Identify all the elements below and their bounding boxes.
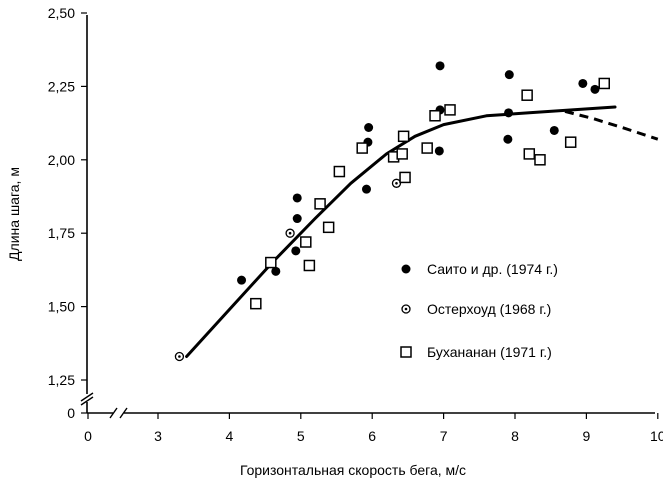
legend-item: Бухананан (1971 г.) [400,344,552,360]
x-axis-label: Горизонтальная скорость бега, м/с [240,462,466,478]
data-point [271,266,281,276]
x-tick-label: 8 [511,428,519,444]
data-point [396,148,408,160]
trend-line [185,105,659,358]
data-point [237,275,247,285]
legend-marker [401,264,411,274]
y-tick-label: 2,50 [48,5,75,21]
trend-line-solid [185,105,617,358]
data-point [534,154,546,166]
data-point [598,77,610,90]
data-point [391,178,402,188]
data-point [333,165,346,178]
data-point [314,198,326,210]
x-tick-label: 7 [440,428,448,444]
legend-label: Саито и др. (1974 г.) [427,261,558,277]
data-point [265,256,277,269]
data-point [174,351,185,362]
data-point [364,123,374,133]
data-points [174,61,610,362]
y-tick-label: 1,25 [48,372,75,388]
data-point [549,125,559,135]
data-point [250,297,262,310]
data-point [435,61,445,71]
series-2 [174,178,402,362]
data-point [504,70,514,80]
data-point [523,148,536,160]
data-point [292,214,302,224]
axes [80,15,655,419]
data-point [564,136,577,148]
data-point [285,228,295,238]
y-axis-break [80,392,94,402]
x-tick-label: 0 [84,428,92,444]
series-3 [250,77,610,310]
x-tick-label: 4 [226,428,234,444]
series-1 [237,61,600,285]
data-point [303,259,316,272]
y-axis-label: Длина шага, м [6,167,22,261]
data-point [503,134,513,144]
data-point [356,142,368,154]
data-point [291,246,301,256]
x-tick-label: 9 [583,428,591,444]
legend-label: Бухананан (1971 г.) [427,344,552,360]
data-point [361,184,371,194]
y-axis-break [80,396,94,406]
y-tick-label: 1,75 [48,225,75,241]
data-point [397,130,410,143]
y-tick-label: 2,25 [48,78,75,94]
data-point [322,221,335,234]
legend-item: Остерхоуд (1968 г.) [401,301,551,317]
marker-dot [288,231,292,235]
x-axis-break [109,407,118,419]
x-tick-label: 10 [650,428,663,444]
x-tick-label: 5 [297,428,305,444]
data-point [434,146,444,156]
y-tick-label: 1,50 [48,299,75,315]
marker-dot [404,307,408,311]
data-point [429,110,441,122]
data-point [504,108,514,118]
marker-dot [395,181,398,185]
trend-line-dashed [564,109,659,141]
data-point [399,171,411,184]
x-tick-label: 3 [154,428,162,444]
marker-dot [178,355,181,358]
x-axis-break [119,407,128,419]
legend-item: Саито и др. (1974 г.) [401,261,558,277]
data-point [521,89,533,101]
data-point [590,84,600,94]
legend-marker [400,346,412,358]
y-tick-label: 0 [67,405,75,421]
y-tick-label: 2,00 [48,152,75,168]
data-point [421,142,433,154]
x-ticks: 0 3 4 5 6 7 8 9 10 [84,413,663,444]
legend: Саито и др. (1974 г.) Остерхоуд (1968 г.)… [400,261,558,360]
legend-label: Остерхоуд (1968 г.) [427,301,551,317]
x-tick-label: 6 [368,428,376,444]
data-point [444,104,456,116]
data-point [578,78,588,88]
data-point [292,193,302,203]
data-point [300,236,312,248]
legend-marker [401,304,411,314]
y-ticks: 0 1,25 1,50 1,75 2,00 2,25 2,50 [48,5,87,421]
